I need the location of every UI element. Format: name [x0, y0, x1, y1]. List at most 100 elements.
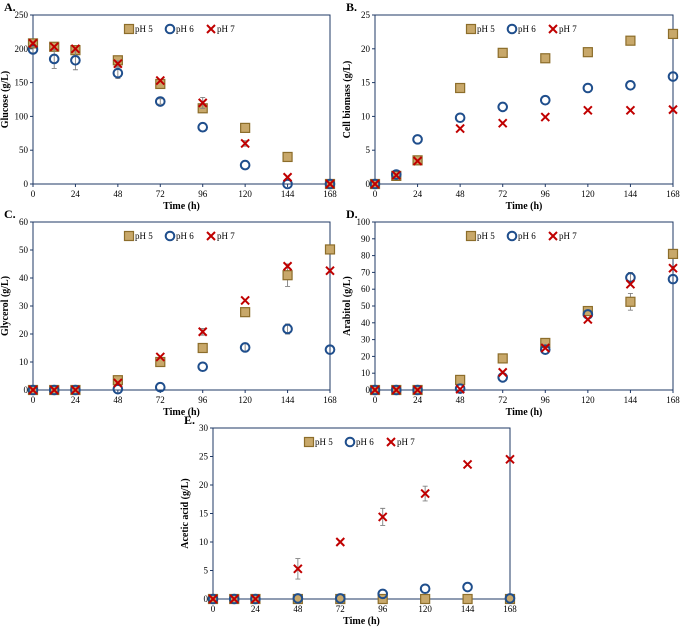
x-tick-label: 48: [456, 189, 466, 199]
data-point: [27, 384, 39, 396]
series-ph-7: [28, 38, 335, 189]
legend-marker: [465, 23, 477, 35]
panel-label: C.: [4, 207, 16, 221]
data-point: [462, 581, 473, 593]
x-tick-label: 144: [624, 189, 638, 199]
data-point: [282, 270, 293, 281]
data-point: [325, 266, 335, 276]
data-point: [625, 80, 636, 91]
data-point: [113, 58, 123, 69]
data-point: [540, 343, 550, 353]
series-ph-7: [28, 261, 335, 395]
data-point: [497, 47, 508, 58]
series-ph-6: [369, 71, 679, 190]
data-point: [70, 44, 81, 54]
data-point: [239, 342, 251, 353]
series-ph-6: [27, 323, 336, 396]
data-point: [70, 385, 81, 395]
y-tick-label: 0: [366, 179, 371, 189]
panel-label: A.: [4, 0, 16, 14]
y-tick-label: 60: [361, 284, 371, 294]
legend-label: pH 6: [518, 231, 536, 241]
data-point: [324, 244, 336, 255]
data-point: [412, 384, 423, 396]
y-tick-label: 10: [199, 537, 209, 547]
legend-marker: [164, 23, 176, 35]
data-point: [28, 385, 38, 395]
x-tick-label: 24: [251, 604, 261, 614]
y-tick-label: 0: [204, 594, 209, 604]
data-point: [667, 248, 679, 260]
x-tick-label: 144: [281, 189, 295, 199]
legend-label: pH 5: [477, 231, 495, 241]
data-point: [197, 361, 209, 373]
data-point: [539, 94, 551, 106]
y-tick-label: 30: [19, 301, 29, 311]
legend: pH 5 pH 6 pH 7: [123, 230, 235, 242]
x-tick-label: 168: [666, 189, 680, 199]
data-point: [70, 54, 81, 66]
x-tick-label: 0: [211, 604, 216, 614]
data-point: [48, 384, 60, 396]
x-tick-label: 120: [238, 395, 252, 405]
x-tick-label: 120: [581, 189, 595, 199]
data-point: [282, 261, 293, 271]
x-axis-label: Time (h): [343, 616, 380, 627]
data-point: [504, 593, 516, 604]
y-tick-label: 20: [361, 44, 371, 54]
legend-marker: [548, 231, 558, 241]
legend-marker: [164, 230, 176, 242]
x-tick-label: 96: [198, 189, 208, 199]
legend-marker: [506, 23, 518, 35]
legend-label: pH 7: [397, 437, 415, 447]
legend-marker: [465, 230, 477, 242]
x-tick-label: 0: [31, 189, 36, 199]
data-point: [455, 82, 466, 94]
data-point: [334, 593, 346, 604]
data-point: [197, 121, 209, 133]
data-point: [540, 53, 551, 64]
data-point: [228, 593, 240, 605]
data-point: [198, 98, 208, 108]
y-tick-label: 100: [15, 111, 29, 121]
data-point: [335, 537, 345, 547]
data-point: [369, 178, 381, 190]
y-tick-label: 0: [366, 385, 371, 395]
data-point: [497, 353, 508, 364]
data-point: [412, 156, 423, 166]
x-tick-label: 0: [373, 395, 378, 405]
data-point: [583, 314, 593, 325]
data-point: [625, 272, 636, 283]
x-tick-label: 168: [323, 189, 337, 199]
x-tick-label: 24: [413, 395, 423, 405]
legend-label: pH 6: [176, 231, 194, 241]
data-point: [240, 295, 250, 306]
data-point: [27, 44, 39, 55]
legend: pH 5 pH 6 pH 7: [465, 230, 577, 242]
plot-frame: [32, 14, 331, 185]
y-tick-label: 15: [199, 509, 209, 519]
data-point: [197, 342, 208, 354]
y-tick-label: 25: [199, 452, 209, 462]
data-point: [667, 273, 679, 285]
y-tick-label: 50: [19, 245, 29, 255]
legend-label: pH 5: [135, 24, 153, 34]
legend-label: pH 7: [217, 24, 235, 34]
legend: pH 5 pH 6 pH 7: [123, 23, 235, 35]
series-ph-7: [208, 454, 515, 604]
data-point: [112, 67, 124, 79]
data-point: [505, 454, 515, 465]
legend-label: pH 5: [315, 437, 333, 447]
data-point: [462, 459, 473, 470]
y-tick-label: 80: [361, 251, 371, 261]
legend: pH 5 pH 6 pH 7: [465, 23, 577, 35]
data-point: [455, 374, 466, 386]
data-point: [325, 179, 335, 189]
data-point: [625, 279, 636, 289]
data-point: [540, 112, 550, 122]
x-tick-label: 96: [541, 189, 551, 199]
x-tick-label: 144: [461, 604, 475, 614]
data-point: [324, 178, 336, 190]
y-tick-label: 0: [24, 385, 29, 395]
